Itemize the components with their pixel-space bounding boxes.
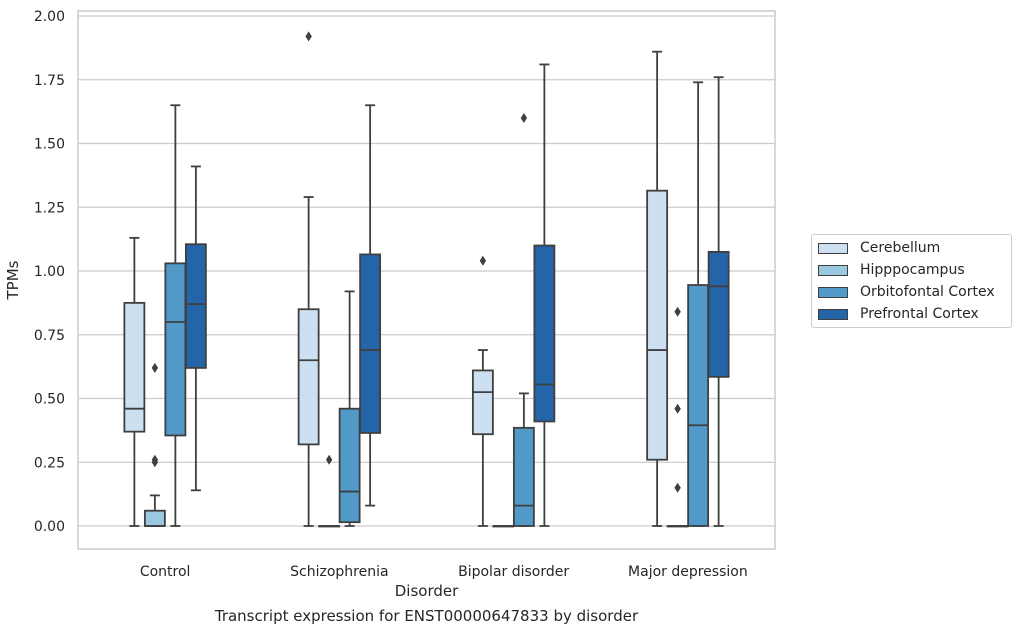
box-3-3 <box>707 76 730 527</box>
box-body <box>143 509 166 527</box>
y-axis-ticks: 0.00 0.25 0.50 0.75 1.00 1.25 1.50 1.75 2.00 <box>34 9 65 535</box>
box-body <box>123 301 146 433</box>
box-body <box>707 250 730 378</box>
box-1-3 <box>666 306 689 528</box>
y-tick-label: 1.50 <box>34 137 65 153</box>
box-2-3 <box>687 81 710 527</box>
legend-label: Prefrontal Cortex <box>860 306 979 322</box>
outlier-point <box>520 113 528 123</box>
plot-frame <box>77 10 776 550</box>
x-axis-label: Disorder <box>394 582 459 600</box>
y-tick-label: 0.00 <box>34 519 65 535</box>
y-tick-label: 1.25 <box>34 200 65 216</box>
box-body <box>646 189 669 461</box>
outlier-point <box>674 403 681 414</box>
box-body <box>184 243 207 369</box>
box-2-2 <box>512 113 535 527</box>
outlier-point <box>151 362 159 373</box>
legend-item-cerebellum: Cerebellum <box>818 238 940 258</box>
chart-title: Transcript expression for ENST0000064783… <box>214 607 639 625</box>
box-body <box>533 244 556 423</box>
box-body <box>338 407 361 524</box>
outlier-point <box>325 454 333 465</box>
x-axis-ticks: Control Schizophrenia Bipolar disorder Majo… <box>140 564 748 580</box>
box-body <box>687 284 710 527</box>
outlier-point <box>479 255 487 266</box>
legend-label: Hipppocampus <box>860 262 965 278</box>
legend-swatch <box>818 286 848 298</box>
box-body <box>512 426 535 527</box>
legend-item-prefrontal-cortex: Prefrontal Cortex <box>818 304 979 324</box>
box-1-0 <box>143 362 166 527</box>
box-3-2 <box>533 63 556 527</box>
y-tick-label: 0.75 <box>34 328 65 344</box>
legend-swatch <box>818 308 848 320</box>
legend-label: Orbitofontal Cortex <box>860 284 995 300</box>
box-body <box>297 308 320 446</box>
y-axis-label: TPMs <box>4 260 22 300</box>
y-tick-label: 2.00 <box>34 9 65 25</box>
x-tick-label: Schizophrenia <box>290 564 388 580</box>
outlier-point <box>305 31 312 42</box>
y-tick-label: 0.50 <box>34 392 65 408</box>
outlier-point <box>674 306 681 317</box>
legend: Cerebellum Hipppocampus Orbitofontal Cor… <box>811 234 1012 328</box>
legend-item-orbitofrontal-cortex: Orbitofontal Cortex <box>818 282 995 302</box>
box-body <box>471 369 494 436</box>
outlier-point <box>674 482 681 493</box>
boxes <box>123 31 730 528</box>
y-tick-label: 1.00 <box>34 264 65 280</box>
y-tick-label: 1.75 <box>34 73 65 89</box>
box-body <box>164 262 187 437</box>
box-2-1 <box>338 290 361 527</box>
legend-item-hippocampus: Hipppocampus <box>818 260 965 280</box>
box-1-1 <box>318 454 341 528</box>
outlier-point <box>151 457 159 468</box>
legend-swatch <box>818 242 848 254</box>
legend-swatch <box>818 264 848 276</box>
x-tick-label: Bipolar disorder <box>458 564 569 580</box>
y-tick-label: 0.25 <box>34 455 65 471</box>
box-2-0 <box>164 104 187 527</box>
x-tick-label: Control <box>140 564 191 580</box>
box-0-2 <box>471 255 494 527</box>
box-1-2 <box>492 525 515 528</box>
box-0-0 <box>123 236 146 527</box>
box-0-1 <box>297 31 320 527</box>
box-3-0 <box>184 165 207 492</box>
x-tick-label: Major depression <box>628 564 748 580</box>
legend-label: Cerebellum <box>860 240 941 256</box>
box-0-3 <box>646 50 669 527</box>
box-body <box>359 253 382 434</box>
box-3-1 <box>359 104 382 507</box>
